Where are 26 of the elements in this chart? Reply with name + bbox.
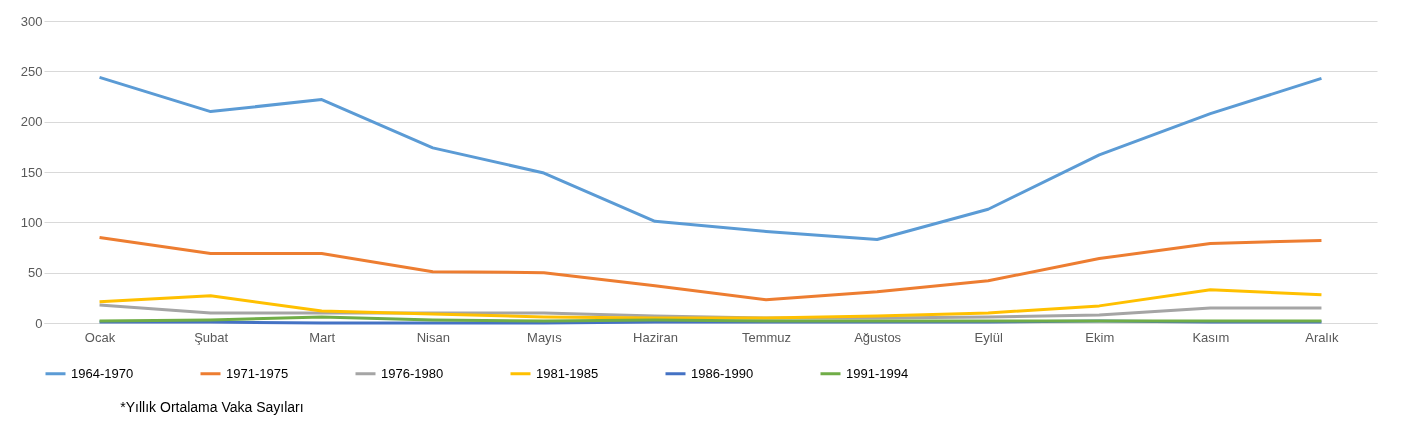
legend-label: 1971-1975 — [226, 365, 289, 381]
y-tick-label: 150 — [20, 164, 43, 180]
y-tick-label: 0 — [35, 315, 43, 331]
x-tick-label: Ocak — [84, 329, 116, 345]
y-tick-label: 100 — [20, 214, 43, 230]
x-tick-label: Şubat — [194, 329, 229, 345]
x-tick-label: Eylül — [974, 329, 1003, 345]
y-tick-label: 300 — [20, 13, 43, 29]
legend-label: 1986-1990 — [691, 365, 754, 381]
y-tick-label: 200 — [20, 114, 43, 130]
x-tick-label: Nisan — [416, 329, 450, 345]
text: *Yıllık Ortalama Vaka Sayıları — [120, 399, 304, 415]
x-tick-label: Ekim — [1085, 329, 1115, 345]
x-tick-label: Haziran — [633, 329, 678, 345]
x-tick-label: Kasım — [1192, 329, 1230, 345]
y-tick-label: 250 — [20, 63, 43, 79]
x-tick-label: Aralık — [1305, 329, 1340, 345]
x-tick-label: Mart — [309, 329, 336, 345]
legend-label: 1976-1980 — [381, 365, 444, 381]
legend-label: 1964-1970 — [71, 365, 134, 381]
legend-label: 1981-1985 — [536, 365, 599, 381]
x-tick-label: Mayıs — [527, 329, 563, 345]
legend-label: 1991-1994 — [846, 365, 909, 381]
y-tick-label: 50 — [28, 265, 43, 281]
x-tick-label: Temmuz — [741, 329, 792, 345]
x-tick-label: Ağustos — [854, 329, 902, 345]
